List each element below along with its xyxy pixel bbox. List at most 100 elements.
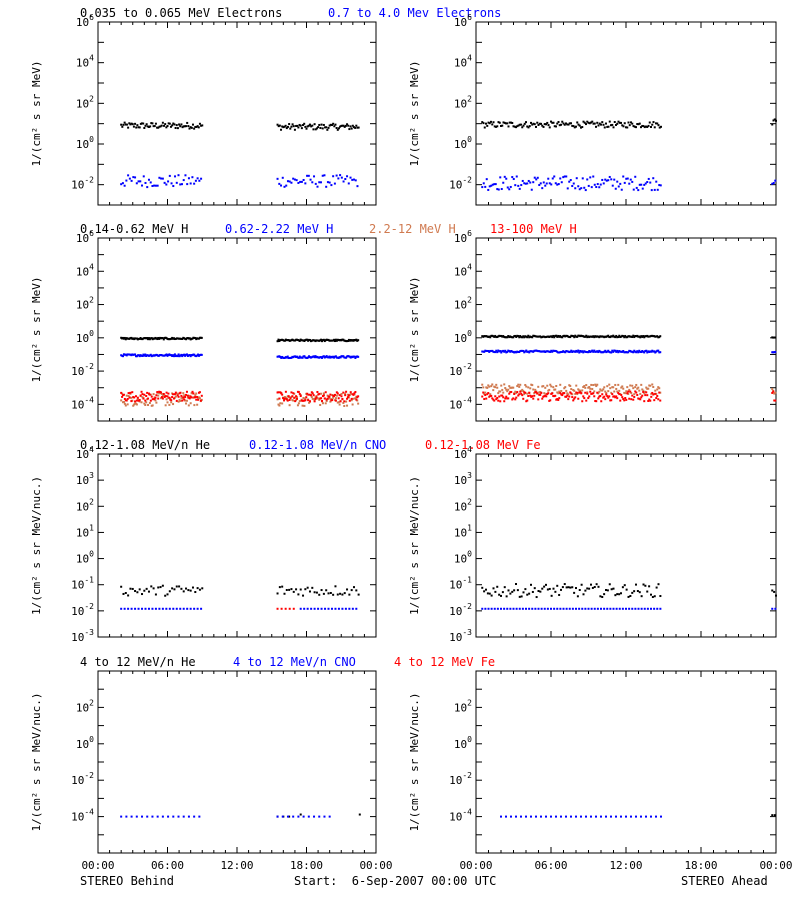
data-point — [551, 121, 554, 124]
data-point — [164, 594, 167, 597]
data-point — [165, 607, 168, 610]
data-point — [354, 356, 357, 359]
data-point — [120, 399, 123, 402]
data-point — [577, 349, 580, 352]
data-point — [512, 386, 515, 389]
data-point — [349, 125, 352, 128]
data-point — [325, 589, 328, 592]
data-point — [129, 123, 132, 126]
data-point — [297, 126, 300, 129]
data-point — [299, 607, 302, 610]
data-point — [584, 189, 587, 192]
data-point — [614, 594, 617, 597]
data-point — [523, 336, 526, 339]
data-point — [350, 397, 353, 400]
data-point — [496, 585, 499, 588]
data-point — [566, 392, 569, 395]
data-point — [288, 588, 291, 591]
data-point — [501, 124, 504, 127]
data-point — [646, 351, 649, 354]
data-point — [523, 393, 526, 396]
data-point — [549, 383, 552, 386]
data-point — [197, 353, 200, 356]
data-point — [182, 815, 185, 818]
data-point — [596, 383, 599, 386]
data-point — [572, 125, 575, 128]
data-point — [631, 607, 634, 610]
data-point — [527, 395, 530, 398]
data-point — [503, 400, 506, 403]
data-point — [609, 387, 612, 390]
data-point — [145, 394, 148, 397]
data-point — [514, 184, 517, 187]
data-point — [528, 125, 531, 128]
data-point — [530, 583, 532, 586]
data-point — [161, 584, 164, 587]
y-tick-label: 10-2 — [449, 771, 472, 787]
data-point — [181, 337, 184, 340]
data-point — [314, 355, 317, 358]
data-point — [587, 184, 590, 187]
data-point — [518, 595, 521, 598]
data-point — [120, 607, 123, 610]
data-point — [348, 593, 351, 596]
data-point — [541, 397, 544, 400]
data-point — [306, 125, 309, 128]
data-point — [295, 395, 298, 398]
data-point — [346, 404, 349, 407]
data-point — [187, 177, 190, 180]
data-point — [292, 590, 295, 593]
data-point — [601, 178, 604, 181]
data-point — [321, 356, 324, 359]
data-point — [569, 586, 572, 589]
data-point — [612, 126, 615, 129]
data-point — [299, 395, 302, 398]
data-point — [616, 122, 619, 125]
data-point — [648, 398, 651, 401]
data-point — [518, 393, 521, 396]
data-point — [560, 123, 562, 126]
data-point — [497, 399, 500, 402]
data-point — [519, 383, 522, 386]
data-point — [593, 390, 596, 393]
data-point — [187, 815, 190, 818]
data-point — [120, 585, 123, 588]
plot-frame — [97, 237, 377, 422]
data-point — [773, 814, 776, 817]
data-point — [297, 356, 300, 359]
data-point — [639, 398, 642, 401]
data-point — [587, 397, 590, 400]
data-point — [157, 394, 160, 397]
data-point — [347, 182, 350, 185]
data-point — [490, 184, 493, 187]
data-point — [343, 592, 346, 595]
data-point — [541, 187, 544, 190]
x-tick-label: 18:00 — [290, 859, 323, 872]
data-point — [168, 122, 171, 125]
data-point — [310, 391, 313, 394]
data-point — [191, 586, 194, 589]
data-point — [642, 389, 645, 392]
data-point — [590, 121, 592, 124]
data-point — [592, 392, 595, 395]
data-point — [622, 175, 625, 178]
data-point — [349, 391, 352, 394]
data-point — [132, 125, 135, 128]
data-point — [586, 392, 589, 395]
y-tick-label: 103 — [454, 471, 472, 487]
data-point — [581, 177, 584, 180]
data-point — [596, 121, 599, 124]
data-point — [584, 386, 587, 389]
data-point — [518, 336, 521, 339]
data-point — [154, 593, 157, 596]
y-tick-label: 102 — [454, 497, 472, 513]
data-point — [139, 180, 142, 183]
data-point — [568, 607, 571, 610]
data-point — [147, 338, 150, 341]
data-point — [538, 184, 541, 187]
data-point — [179, 607, 182, 610]
data-point — [293, 128, 296, 131]
data-point — [135, 403, 138, 406]
data-point — [334, 338, 337, 341]
